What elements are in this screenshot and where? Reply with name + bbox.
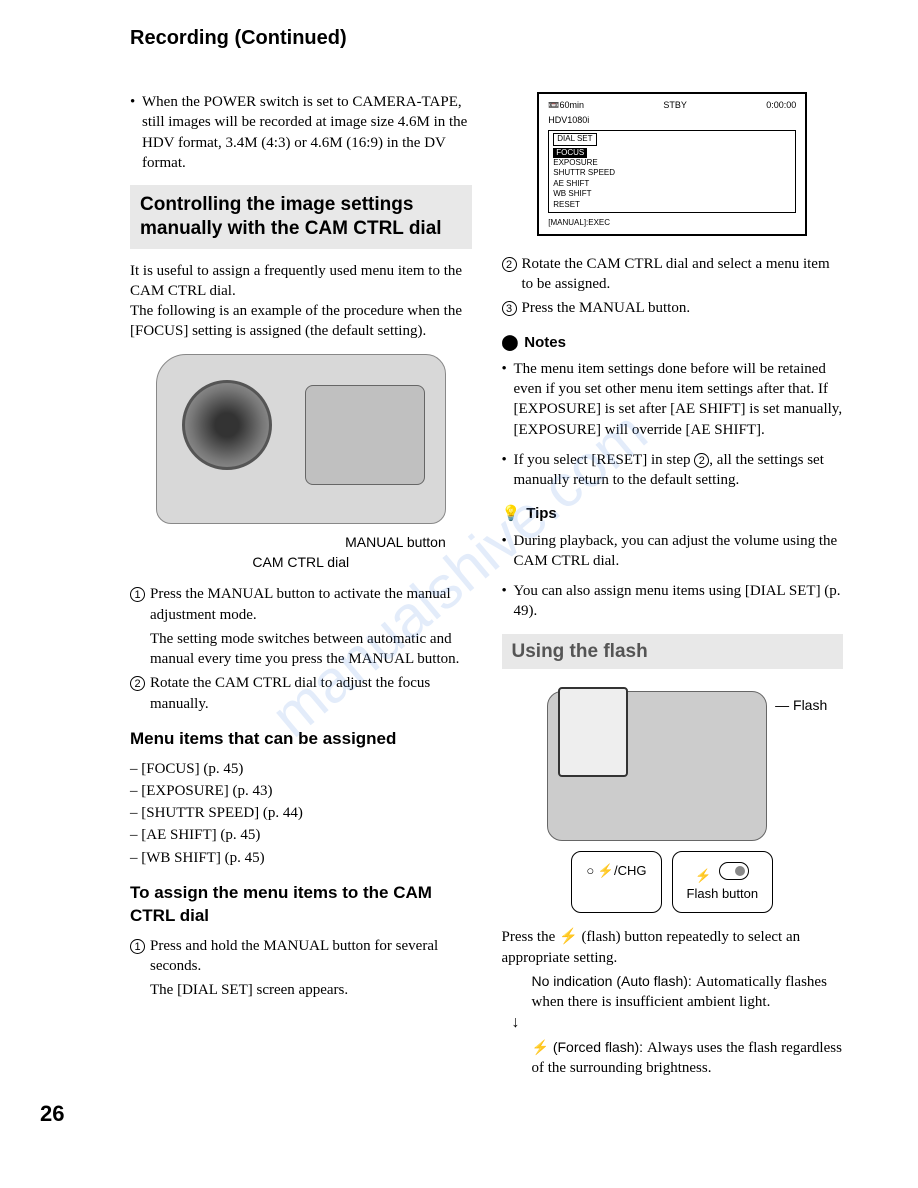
lcd-item-wb: WB SHIFT bbox=[553, 189, 591, 198]
menu-item-wb-shift: – [WB SHIFT] (p. 45) bbox=[130, 848, 472, 868]
notes-heading: ⬤ Notes bbox=[502, 333, 844, 353]
lcd-bottom: [MANUAL]:EXEC bbox=[542, 216, 802, 231]
manual-button-label: MANUAL button bbox=[345, 533, 446, 552]
lcd-item-focus: FOCUS bbox=[553, 148, 587, 158]
step-2-text: Rotate the CAM CTRL dial to adjust the f… bbox=[150, 673, 472, 714]
lcd-rec-time: 📼60min bbox=[548, 99, 584, 111]
left-column: • When the POWER switch is set to CAMERA… bbox=[40, 92, 472, 1079]
camera-illustration-1: MANUAL button CAM CTRL dial bbox=[130, 354, 472, 573]
flash-button-label: Flash button bbox=[687, 886, 759, 901]
assign-heading: To assign the menu items to the CAM CTRL… bbox=[130, 882, 472, 928]
step-2-number: 2 bbox=[130, 673, 150, 714]
tip-1-text: During playback, you can adjust the volu… bbox=[514, 531, 844, 572]
menu-item-exposure: – [EXPOSURE] (p. 43) bbox=[130, 781, 472, 801]
lcd-item-ae: AE SHIFT bbox=[553, 179, 589, 188]
cam-ctrl-dial-label: CAM CTRL dial bbox=[130, 553, 472, 572]
flash-label: — Flash bbox=[775, 696, 827, 715]
right-step-3: 3 Press the MANUAL button. bbox=[502, 298, 844, 318]
tip-2: • You can also assign menu items using [… bbox=[502, 581, 844, 622]
tip-1: • During playback, you can adjust the vo… bbox=[502, 531, 844, 572]
step-1: 1 Press the MANUAL button to activate th… bbox=[130, 584, 472, 625]
right-column: 📼60min STBY 0:00:00 HDV1080i DIAL SET FO… bbox=[502, 92, 879, 1079]
forced-flash-label: (Forced flash): bbox=[553, 1039, 643, 1055]
right-step-2: 2 Rotate the CAM CTRL dial and select a … bbox=[502, 254, 844, 295]
notes-icon: ⬤ bbox=[502, 333, 519, 353]
menu-items-heading: Menu items that can be assigned bbox=[130, 728, 472, 751]
note-1: • The menu item settings done before wil… bbox=[502, 359, 844, 440]
tips-heading: 💡 Tips bbox=[502, 504, 844, 524]
lcd-item-reset: RESET bbox=[553, 200, 580, 209]
assign-step-1-sub: The [DIAL SET] screen appears. bbox=[150, 980, 472, 1000]
step-2: 2 Rotate the CAM CTRL dial to adjust the… bbox=[130, 673, 472, 714]
camera-illustration-2: — Flash bbox=[527, 681, 817, 871]
tips-icon: 💡 bbox=[502, 504, 521, 524]
step-1-sub: The setting mode switches between automa… bbox=[150, 629, 472, 670]
cam-ctrl-para2: The following is an example of the proce… bbox=[130, 301, 472, 342]
flash-mode-forced: ⚡ (Forced flash): Always uses the flash … bbox=[532, 1038, 844, 1079]
section-heading-flash: Using the flash bbox=[502, 634, 844, 670]
lcd-format: HDV1080i bbox=[542, 113, 802, 127]
section-heading-cam-ctrl: Controlling the image settings manually … bbox=[130, 185, 472, 249]
content-columns: • When the POWER switch is set to CAMERA… bbox=[40, 92, 878, 1079]
assign-step-1-text: Press and hold the MANUAL button for sev… bbox=[150, 936, 472, 977]
bullet-dot: • bbox=[502, 359, 514, 440]
flash-button-graphic bbox=[719, 862, 749, 880]
bullet-dot: • bbox=[502, 531, 514, 572]
flash-mode-auto: No indication (Auto flash): Automaticall… bbox=[532, 972, 844, 1013]
lcd-status: STBY bbox=[663, 99, 687, 111]
lcd-screen: 📼60min STBY 0:00:00 HDV1080i DIAL SET FO… bbox=[537, 92, 807, 236]
page-title: Recording (Continued) bbox=[130, 25, 878, 52]
lcd-dial-set-box: DIAL SET FOCUS EXPOSURE SHUTTR SPEED AE … bbox=[548, 130, 796, 213]
note-1-text: The menu item settings done before will … bbox=[514, 359, 844, 440]
notes-label: Notes bbox=[524, 333, 566, 353]
intro-text: When the POWER switch is set to CAMERA-T… bbox=[142, 92, 472, 173]
note-2-text: If you select [RESET] in step 2, all the… bbox=[514, 450, 844, 491]
bullet-dot: • bbox=[502, 581, 514, 622]
right-step-3-number: 3 bbox=[502, 298, 522, 318]
flash-para: Press the ⚡ (flash) button repeatedly to… bbox=[502, 927, 844, 968]
assign-step-1: 1 Press and hold the MANUAL button for s… bbox=[130, 936, 472, 977]
intro-bullet: • When the POWER switch is set to CAMERA… bbox=[130, 92, 472, 173]
cam-ctrl-para1: It is useful to assign a frequently used… bbox=[130, 261, 472, 302]
menu-item-focus: – [FOCUS] (p. 45) bbox=[130, 759, 472, 779]
right-step-2-text: Rotate the CAM CTRL dial and select a me… bbox=[522, 254, 844, 295]
auto-flash-label: No indication (Auto flash): bbox=[532, 973, 692, 989]
tip-2-text: You can also assign menu items using [DI… bbox=[514, 581, 844, 622]
page-number: 26 bbox=[40, 1099, 878, 1129]
forced-flash-icon: ⚡ bbox=[532, 1039, 549, 1055]
step-1-text: Press the MANUAL button to activate the … bbox=[150, 584, 472, 625]
lcd-box-title: DIAL SET bbox=[553, 133, 596, 145]
note-2: • If you select [RESET] in step 2, all t… bbox=[502, 450, 844, 491]
assign-step-1-number: 1 bbox=[130, 936, 150, 977]
menu-item-ae-shift: – [AE SHIFT] (p. 45) bbox=[130, 825, 472, 845]
arrow-down-icon: ↓ bbox=[512, 1012, 844, 1034]
right-step-3-text: Press the MANUAL button. bbox=[522, 298, 844, 318]
tips-label: Tips bbox=[526, 504, 557, 524]
lcd-item-exposure: EXPOSURE bbox=[553, 158, 597, 167]
bullet-dot: • bbox=[502, 450, 514, 491]
step-1-number: 1 bbox=[130, 584, 150, 625]
right-step-2-number: 2 bbox=[502, 254, 522, 295]
lcd-counter: 0:00:00 bbox=[766, 99, 796, 111]
lcd-item-shutter: SHUTTR SPEED bbox=[553, 168, 615, 177]
bullet-dot: • bbox=[130, 92, 142, 173]
menu-item-shutter: – [SHUTTR SPEED] (p. 44) bbox=[130, 803, 472, 823]
flash-glyph-icon: ⚡ bbox=[559, 928, 578, 945]
